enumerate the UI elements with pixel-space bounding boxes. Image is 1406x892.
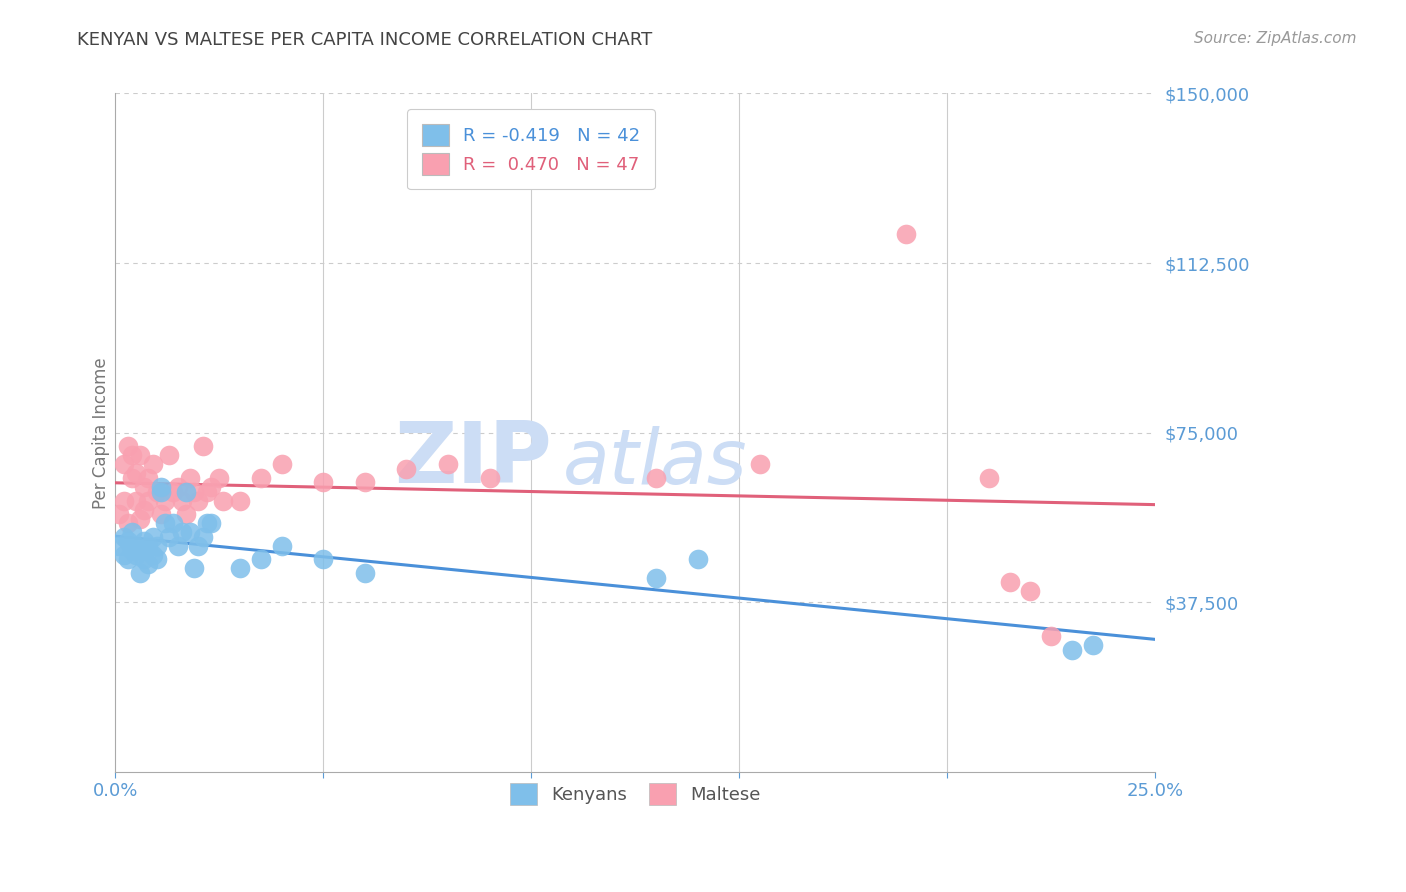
Point: [229, 493, 252, 508]
Point: [1081, 639, 1104, 653]
Point: [121, 471, 143, 485]
Point: [270, 539, 292, 553]
Point: [195, 516, 218, 531]
Point: [353, 566, 375, 580]
Text: ZIP: ZIP: [394, 418, 553, 501]
Point: [125, 467, 148, 481]
Point: [229, 561, 252, 575]
Point: [138, 539, 160, 553]
Point: [894, 227, 917, 241]
Point: [134, 502, 156, 516]
Point: [200, 516, 222, 531]
Point: [138, 493, 160, 508]
Point: [174, 507, 197, 521]
Point: [183, 484, 205, 499]
Point: [195, 484, 218, 499]
Point: [166, 480, 188, 494]
Point: [121, 448, 143, 462]
Point: [1019, 584, 1042, 599]
Point: [187, 539, 209, 553]
Point: [162, 516, 184, 531]
Point: [157, 448, 180, 462]
Point: [250, 471, 273, 485]
Point: [645, 570, 668, 584]
Point: [121, 543, 143, 558]
Point: [149, 507, 172, 521]
Point: [117, 516, 139, 531]
Point: [112, 458, 135, 472]
Legend: Kenyans, Maltese: Kenyans, Maltese: [501, 774, 769, 814]
Point: [149, 480, 172, 494]
Point: [170, 525, 193, 540]
Point: [437, 458, 460, 472]
Point: [146, 539, 169, 553]
Point: [312, 475, 335, 490]
Point: [170, 493, 193, 508]
Point: [142, 458, 165, 472]
Text: atlas: atlas: [562, 426, 747, 500]
Point: [112, 493, 135, 508]
Point: [749, 458, 772, 472]
Point: [153, 516, 176, 531]
Point: [191, 439, 214, 453]
Point: [134, 480, 156, 494]
Point: [117, 552, 139, 566]
Point: [125, 548, 148, 562]
Point: [146, 552, 169, 566]
Point: [108, 539, 131, 553]
Point: [129, 448, 152, 462]
Point: [129, 543, 152, 558]
Point: [117, 439, 139, 453]
Point: [112, 548, 135, 562]
Point: [134, 534, 156, 549]
Point: [142, 548, 165, 562]
Point: [162, 484, 184, 499]
Point: [353, 475, 375, 490]
Point: [129, 566, 152, 580]
Point: [153, 493, 176, 508]
Point: [108, 507, 131, 521]
Point: [250, 552, 273, 566]
Text: Source: ZipAtlas.com: Source: ZipAtlas.com: [1194, 31, 1357, 46]
Point: [149, 484, 172, 499]
Point: [125, 539, 148, 553]
Point: [478, 471, 501, 485]
Point: [166, 539, 188, 553]
Point: [117, 534, 139, 549]
Point: [187, 493, 209, 508]
Point: [174, 484, 197, 499]
Point: [977, 471, 1000, 485]
Point: [179, 471, 201, 485]
Point: [138, 557, 160, 571]
Point: [200, 480, 222, 494]
Point: [645, 471, 668, 485]
Point: [125, 493, 148, 508]
Point: [191, 530, 214, 544]
Point: [129, 511, 152, 525]
Point: [183, 561, 205, 575]
Point: [146, 484, 169, 499]
Point: [395, 462, 418, 476]
Point: [179, 525, 201, 540]
Point: [686, 552, 709, 566]
Point: [208, 471, 231, 485]
Point: [157, 530, 180, 544]
Point: [312, 552, 335, 566]
Point: [121, 525, 143, 540]
Point: [1060, 643, 1083, 657]
Point: [142, 530, 165, 544]
Point: [112, 530, 135, 544]
Point: [134, 552, 156, 566]
Point: [270, 458, 292, 472]
Point: [998, 575, 1021, 590]
Point: [212, 493, 235, 508]
Point: [1040, 629, 1063, 643]
Point: [138, 471, 160, 485]
Text: KENYAN VS MALTESE PER CAPITA INCOME CORRELATION CHART: KENYAN VS MALTESE PER CAPITA INCOME CORR…: [77, 31, 652, 49]
Y-axis label: Per Capita Income: Per Capita Income: [93, 357, 110, 508]
